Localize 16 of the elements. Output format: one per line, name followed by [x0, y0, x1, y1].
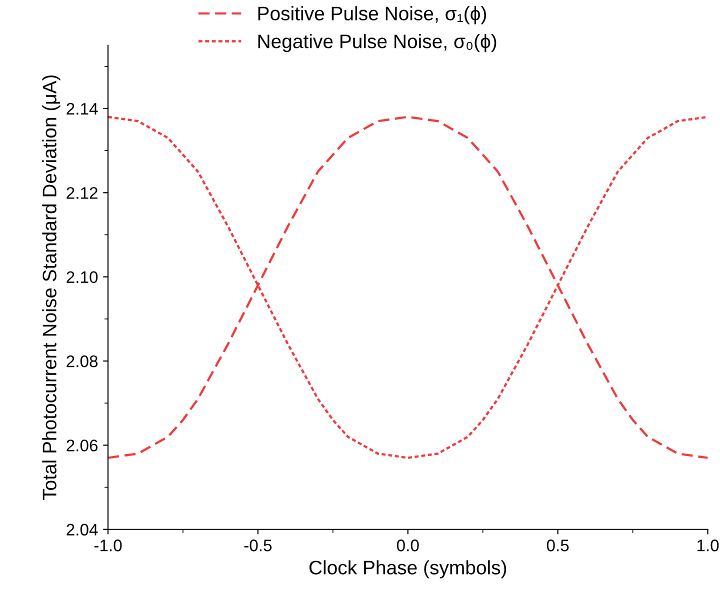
x-axis-title: Clock Phase (symbols) [309, 560, 506, 578]
x-tick-label: 1.0 [697, 540, 719, 552]
y-tick-label: 2.04 [66, 524, 98, 536]
y-tick-label: 2.08 [66, 355, 98, 368]
x-tick-label: -1.0 [94, 540, 122, 552]
y-tick-label: 2.10 [66, 271, 98, 284]
y-tick-label: 2.14 [66, 102, 98, 115]
x-tick-label: 0.5 [546, 540, 569, 552]
y-tick-label: 2.12 [66, 187, 98, 199]
y-axis-title: Total Photocurrent Noise Standard Deviation (μA) [42, 75, 60, 500]
legend-label: Positive Pulse Noise, σ₁(ϕ) [258, 6, 486, 24]
x-tick-label: -0.5 [244, 540, 272, 552]
legend-label: Negative Pulse Noise, σ₀(ϕ) [258, 34, 496, 52]
line-series [108, 116, 708, 459]
y-tick-label: 2.06 [66, 440, 98, 452]
x-tick-label: 0.0 [396, 540, 419, 552]
